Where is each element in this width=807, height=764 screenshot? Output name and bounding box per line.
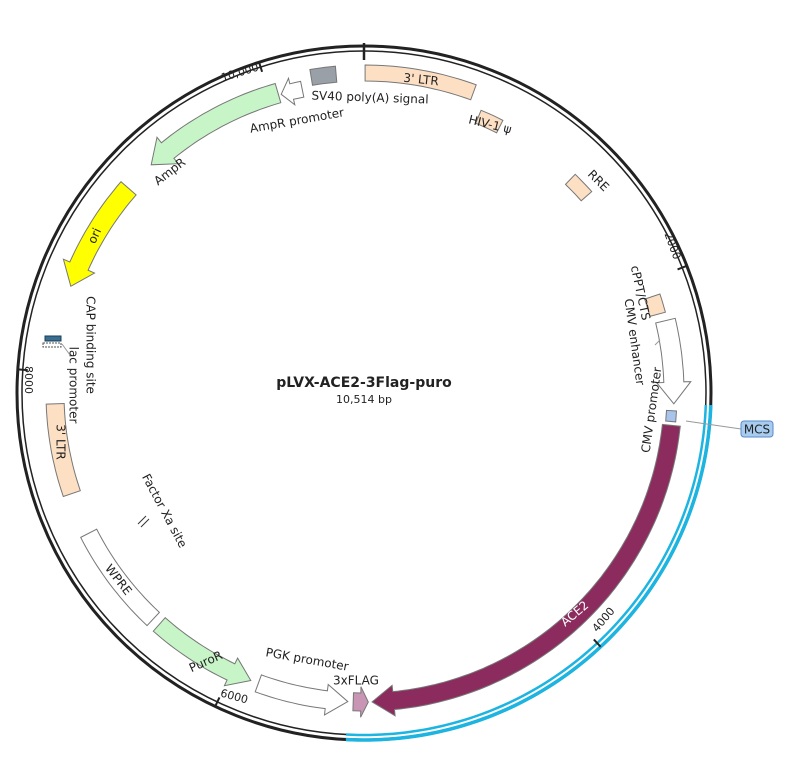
leader-line	[61, 343, 71, 356]
feature-label: 3' LTR	[403, 71, 440, 89]
plasmid-length: 10,514 bp	[336, 393, 392, 406]
feature-shape	[280, 76, 305, 107]
feature-shape	[150, 82, 282, 166]
insert-highlight	[346, 404, 708, 737]
feature-label: 3' LTR	[54, 424, 68, 459]
bp-tick	[677, 264, 688, 271]
mcs-tag	[740, 420, 774, 438]
tick-label: 10,000	[220, 61, 261, 85]
feature-label: MCS	[744, 423, 770, 437]
feature-label: AmpR promoter	[249, 105, 345, 135]
tick-label: 8000	[22, 366, 35, 394]
plasmid-title: pLVX-ACE2-3Flag-puro	[276, 375, 452, 391]
feature-label: lac promoter	[67, 347, 81, 424]
insert-highlight	[345, 405, 713, 742]
factor-xa-mark	[137, 515, 147, 525]
feature-shape	[665, 409, 678, 423]
feature-shape	[475, 109, 504, 134]
feature-label: ori	[85, 226, 104, 246]
feature-shape	[364, 64, 477, 101]
tick-label: 2000	[662, 230, 684, 261]
bp-tick	[214, 696, 221, 707]
feature-shape	[352, 686, 369, 718]
leader-line	[685, 420, 742, 430]
feature-shape	[62, 180, 137, 288]
factor-xa-mark	[140, 518, 150, 528]
feature-shape	[564, 173, 593, 202]
leader-line	[654, 339, 661, 346]
feature-shape	[371, 423, 681, 717]
feature-label: CAP binding site	[84, 296, 98, 394]
bp-tick	[17, 368, 28, 372]
feature-shape	[152, 617, 252, 687]
feature-label: PGK promoter	[265, 645, 350, 673]
feature-label: 3xFLAG	[333, 674, 379, 688]
bp-tick	[593, 638, 602, 648]
lac-promoter	[42, 342, 62, 348]
cap-site	[44, 335, 62, 342]
feature-label: SV40 poly(A) signal	[311, 88, 429, 106]
feature-shape	[254, 674, 349, 716]
features	[15, 43, 742, 742]
feature-shape	[45, 402, 81, 498]
tick-label: 6000	[219, 687, 249, 707]
feature-label: Factor Xa site	[139, 471, 190, 550]
feature-shape	[644, 293, 667, 318]
feature-shape	[309, 65, 338, 86]
feature-shape	[655, 317, 692, 405]
feature-shape	[80, 528, 161, 627]
bp-tick	[258, 61, 264, 73]
